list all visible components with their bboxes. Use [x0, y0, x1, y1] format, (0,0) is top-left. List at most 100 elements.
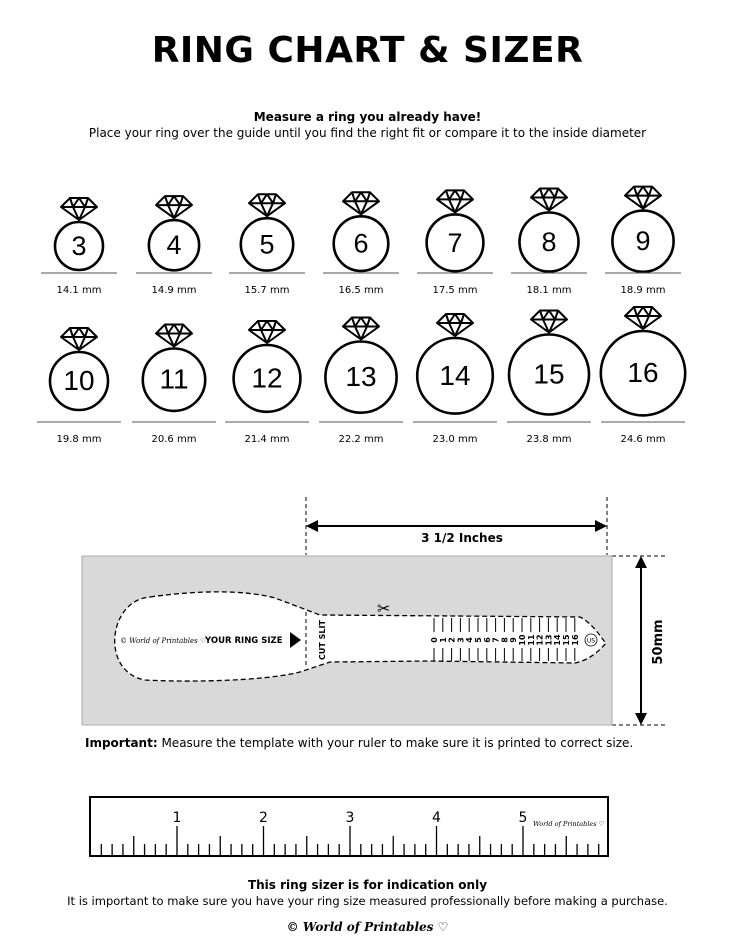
ring-circle	[239, 216, 295, 272]
instructions-text: Place your ring over the guide until you…	[88, 126, 647, 140]
important-label: Important:	[85, 736, 158, 750]
ring-circle	[425, 213, 485, 273]
ring-size-4: 4 14.9 mm	[136, 195, 212, 296]
height-label: 50mm	[651, 619, 666, 664]
page-title: RING CHART & SIZER	[151, 30, 584, 71]
ring-diameter-label: 18.9 mm	[621, 285, 666, 296]
ring-diameter-label: 19.8 mm	[57, 434, 102, 445]
scale-number: 15	[562, 634, 571, 646]
ring-size-11: 11 20.6 mm	[132, 323, 216, 445]
diamond-icon	[342, 316, 380, 341]
ruler-brand-logo: World of Printables ♡	[533, 820, 605, 828]
ruler-number: 1	[173, 810, 182, 826]
diamond-icon	[530, 309, 568, 334]
ruler-number: 2	[259, 810, 268, 826]
ring-circle	[415, 336, 495, 415]
ring-diameter-label: 23.8 mm	[527, 434, 572, 445]
sizer-brand-logo: © World of Printables ♡	[120, 637, 206, 645]
ring-diameter-label: 14.9 mm	[152, 285, 197, 296]
ring-diameter-label: 15.7 mm	[245, 285, 290, 296]
scale-number: 9	[509, 637, 518, 643]
ring-size-10: 10 19.8 mm	[37, 327, 121, 445]
diamond-icon	[248, 320, 286, 344]
diamond-icon	[155, 323, 193, 348]
ring-size-13: 13 22.2 mm	[319, 316, 403, 445]
ring-size-number: 4	[166, 230, 181, 260]
important-note: Important: Measure the template with you…	[85, 736, 633, 750]
scale-number: 6	[483, 637, 492, 643]
scissors-icon: ✂	[377, 599, 390, 618]
footer-brand-logo: © World of Printables ♡	[286, 920, 449, 934]
ruler-number: 5	[519, 810, 528, 826]
disclaimer-heading: This ring sizer is for indication only	[247, 878, 488, 892]
ring-diameter-label: 22.2 mm	[339, 434, 384, 445]
disclaimer-text: It is important to make sure you have yo…	[67, 894, 668, 908]
scale-number: 11	[527, 634, 536, 646]
ring-diameter-label: 18.1 mm	[527, 285, 572, 296]
diamond-icon	[530, 187, 568, 212]
scale-number: 0	[430, 637, 439, 643]
inch-ruler: 1 2 3 4 5 World of Printables ♡	[89, 796, 609, 857]
ring-size-number: 5	[259, 229, 274, 259]
ring-size-12: 12 21.4 mm	[225, 320, 309, 445]
scale-number: 10	[518, 634, 527, 646]
diamond-icon	[624, 306, 662, 330]
ring-size-number: 9	[635, 226, 650, 256]
width-label: 3 1/2 Inches	[421, 531, 503, 545]
diamond-icon	[248, 193, 286, 218]
scale-number: 14	[553, 634, 562, 646]
ring-size-number: 8	[541, 227, 556, 257]
scale-number: 1	[439, 637, 448, 643]
ring-circle	[332, 215, 390, 273]
ring-size-number: 6	[353, 229, 368, 259]
ring-circle	[232, 343, 302, 414]
ruler-number: 4	[432, 810, 441, 826]
height-dimension: 50mm	[612, 555, 668, 726]
ring-diameter-label: 20.6 mm	[152, 434, 197, 445]
ring-circle	[507, 333, 591, 416]
diamond-icon	[155, 195, 193, 220]
ring-diameter-label: 17.5 mm	[433, 285, 478, 296]
ring-size-5: 5 15.7 mm	[229, 193, 305, 296]
ring-size-number: 15	[533, 359, 564, 390]
ruler-number: 3	[346, 810, 355, 826]
ring-circle	[324, 340, 398, 414]
ring-sizer-template: CUT SLIT © World of Printables ♡YOUR RING…	[81, 555, 613, 726]
instructions-heading: Measure a ring you already have!	[253, 110, 482, 124]
diamond-icon	[60, 197, 98, 221]
your-ring-size-label: YOUR RING SIZE	[204, 636, 283, 646]
ring-size-number: 11	[159, 364, 188, 395]
ring-diameter-label: 24.6 mm	[621, 434, 666, 445]
ring-size-number: 7	[447, 228, 462, 258]
width-dimension: 3 1/2 Inches	[305, 497, 608, 555]
ring-diameter-label: 23.0 mm	[433, 434, 478, 445]
us-badge	[584, 633, 598, 647]
cut-slit-label: CUT SLIT	[318, 620, 327, 660]
us-badge-label: US	[587, 638, 595, 645]
pointer-arrow-icon	[290, 632, 301, 648]
scale-number: 13	[544, 634, 553, 645]
ruler-frame	[89, 796, 609, 857]
sizer-cutout-outline	[114, 591, 607, 682]
ring-size-6: 6 16.5 mm	[323, 191, 399, 296]
ring-diameter-label: 21.4 mm	[245, 434, 290, 445]
scale-number: 4	[465, 637, 474, 643]
scale-number: 5	[474, 637, 483, 643]
scale-number: 3	[456, 637, 465, 643]
ring-size-3: 3 14.1 mm	[41, 197, 117, 296]
ring-size-number: 12	[251, 362, 282, 393]
ring-circle	[141, 347, 207, 413]
ring-size-8: 8 18.1 mm	[511, 187, 587, 296]
ring-circle	[518, 211, 580, 273]
ring-circle	[147, 218, 201, 272]
ring-circle	[611, 209, 675, 274]
ring-size-number: 10	[63, 365, 94, 396]
ring-diameter-label: 14.1 mm	[57, 285, 102, 296]
diamond-icon	[624, 185, 662, 210]
important-text: Measure the template with your ruler to …	[157, 736, 634, 750]
diamond-icon	[436, 189, 474, 214]
diamond-icon	[436, 313, 474, 337]
ring-size-number: 14	[439, 360, 470, 391]
